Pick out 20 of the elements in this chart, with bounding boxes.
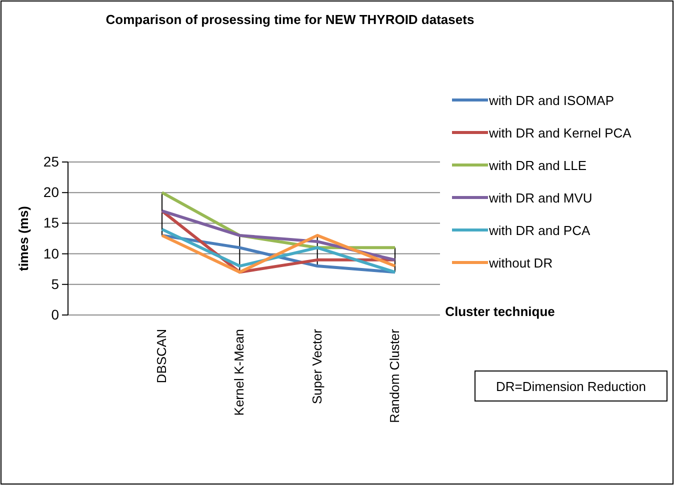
chart-title: Comparison of prosessing time for NEW THYROID datasets xyxy=(106,12,474,27)
y-tick-label: 10 xyxy=(43,245,60,262)
y-tick-label: 15 xyxy=(43,214,60,231)
y-tick-label: 20 xyxy=(43,184,60,200)
legend-label: with DR and PCA xyxy=(488,223,590,238)
x-tick-label: Random Cluster xyxy=(387,328,402,423)
legend-label: with DR and Kernel PCA xyxy=(488,126,632,140)
x-tick-label: DBSCAN xyxy=(154,329,169,384)
y-tick-label: 5 xyxy=(51,276,60,292)
y-tick-label: 25 xyxy=(43,153,60,170)
y-axis-title: times (ms) xyxy=(16,206,31,272)
x-tick-label: Kernel K-Mean xyxy=(232,329,247,416)
x-tick-label: Super Vector xyxy=(309,328,324,404)
legend-label: with DR and MVU xyxy=(488,190,592,206)
text: DR=Dimension Reduction xyxy=(496,379,646,394)
x-axis-title: Cluster technique xyxy=(445,304,555,319)
legend-label: without DR xyxy=(488,256,553,270)
legend-label: with DR and ISOMAP xyxy=(488,93,614,108)
legend-label: with DR and LLE xyxy=(488,158,587,173)
y-tick-label: 0 xyxy=(51,306,60,322)
